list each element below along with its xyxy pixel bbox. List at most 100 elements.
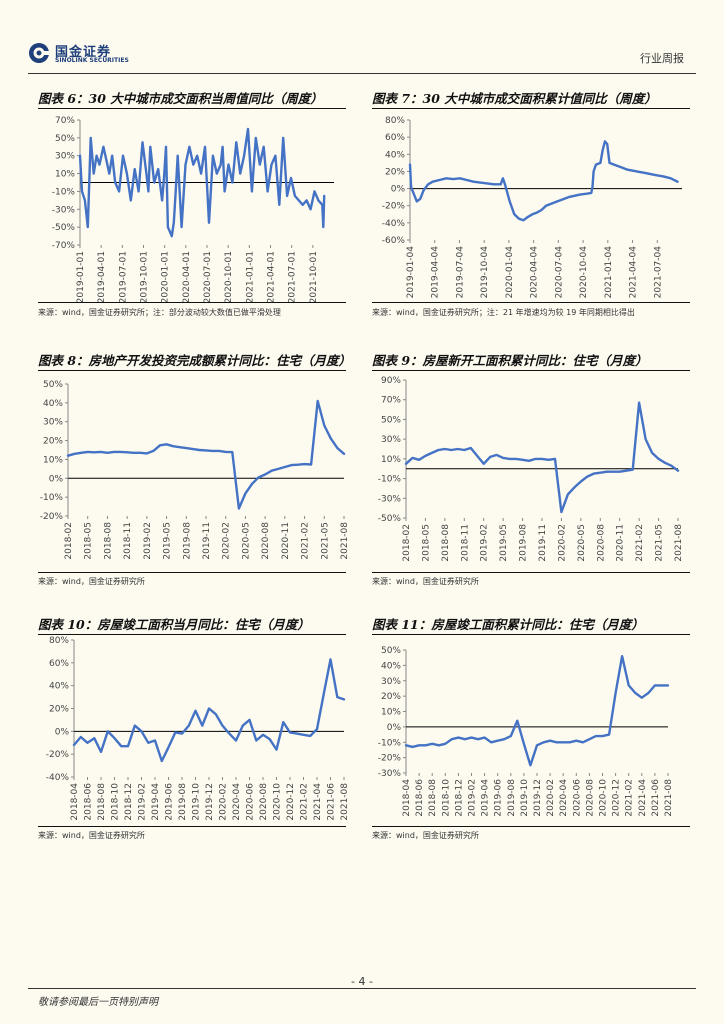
- chart-source: 来源：wind，国金证券研究所: [38, 577, 145, 586]
- y-tick-label: 10%: [381, 455, 401, 465]
- x-tick-label: 2020-04-04: [530, 246, 540, 299]
- x-tick-label: 2020-04: [232, 783, 242, 821]
- x-tick-label: 2020-11: [281, 522, 291, 560]
- series-line: [66, 399, 346, 510]
- x-tick-label: 2018-06: [415, 779, 425, 817]
- x-tick-label: 2019-10: [520, 779, 530, 817]
- brand-logo: 国金证券 SINOLINK SECURITIES: [28, 40, 138, 70]
- x-tick-label: 2018-10: [441, 779, 451, 817]
- chart-panel-6: 图表 6：30 大中城市成交面积当周值同比（周度） -70% -50% -30% -1…: [38, 88, 346, 320]
- x-tick-label: 2018-04: [402, 779, 412, 817]
- chart-plot: -50% -30% -10% 10% 30% 50% 70% 90% 2018-02 2018-0…: [378, 376, 684, 562]
- x-tick-label: 2019-08: [519, 524, 529, 562]
- x-tick-label: 2018-05: [84, 522, 94, 560]
- source-rule: [372, 826, 690, 827]
- x-tick-label: 2021-06: [651, 779, 661, 817]
- chart-plot: -70% -50% -30% -10% 10% 30% 50% 70% 2019-01-01 20…: [52, 116, 334, 303]
- chart-plot: -40%-20%0%20%40%60%80%2018-04 2018-06 2018…: [46, 636, 350, 821]
- x-tick-label: 2021-08: [674, 524, 684, 562]
- x-tick-label: 2021-02: [301, 522, 311, 560]
- x-tick-label: 2018-12: [124, 783, 134, 821]
- x-tick-label: 2019-11: [538, 524, 548, 562]
- x-tick-label: 2021-04: [313, 783, 323, 821]
- source-rule: [38, 826, 346, 827]
- x-tick-label: 2018-08: [428, 779, 438, 817]
- y-tick-label: 60%: [385, 133, 405, 143]
- x-tick-label: 2018-08: [103, 522, 113, 560]
- x-tick-label: 2020-08: [259, 783, 269, 821]
- x-tick-label: 2019-04: [481, 779, 491, 817]
- y-tick-label: -10%: [40, 493, 64, 503]
- x-tick-label: 2018-06: [84, 783, 94, 821]
- x-tick-label: 2021-01-04: [604, 246, 614, 299]
- x-tick-label: 2019-06: [494, 779, 504, 817]
- y-tick-label: -40%: [382, 219, 406, 229]
- series-line: [404, 401, 680, 514]
- x-tick-label: 2019-08: [178, 783, 188, 821]
- y-tick-label: 80%: [49, 636, 69, 646]
- x-tick-label: 2019-06: [165, 783, 175, 821]
- y-tick-label: 70%: [55, 116, 75, 126]
- brand-name-en: SINOLINK SECURITIES: [55, 57, 129, 64]
- x-tick-label: 2020-02: [546, 779, 556, 817]
- x-tick-label: 2018-11: [123, 522, 133, 560]
- y-tick-label: 0%: [55, 727, 70, 737]
- x-tick-label: 2021-07-01: [288, 251, 298, 303]
- page-header: 国金证券 SINOLINK SECURITIES 行业周报: [0, 0, 724, 78]
- chart-panel-11: 图表 11：房屋竣工面积累计同比：住宅（月度） -30% -20% -10% 0% 10…: [372, 614, 690, 846]
- footer-divider: [28, 988, 696, 989]
- x-tick-label: 2021-01-01: [245, 251, 255, 303]
- header-divider: [28, 73, 696, 74]
- y-tick-label: -20%: [40, 512, 64, 522]
- x-tick-label: 2021-08: [340, 783, 350, 821]
- chart-source: 来源：wind，国金证券研究所；注：部分波动较大数值已做平滑处理: [38, 308, 281, 317]
- chart-plot: -60% -40% -20% 0% 20% 40% 60% 80% 2019-01-04 2019…: [382, 116, 682, 299]
- y-tick-label: -10%: [52, 187, 76, 197]
- chart-title: 图表 7：30 大中城市成交面积累计值同比（周度）: [372, 91, 657, 106]
- y-tick-label: -30%: [52, 205, 76, 215]
- y-tick-label: -50%: [52, 223, 76, 233]
- x-tick-label: 2020-06: [246, 783, 256, 821]
- y-tick-label: -10%: [378, 475, 402, 485]
- x-tick-label: 2021-04-01: [267, 251, 277, 303]
- y-tick-label: 40%: [49, 682, 69, 692]
- y-tick-label: -30%: [378, 769, 402, 779]
- x-tick-label: 2021-06: [327, 783, 337, 821]
- series-line: [404, 655, 670, 767]
- x-tick-label: 2019-04: [151, 783, 161, 821]
- x-tick-label: 2021-02: [625, 779, 635, 817]
- x-tick-label: 2020-08: [596, 524, 606, 562]
- y-tick-label: 20%: [381, 692, 401, 702]
- x-tick-label: 2018-12: [454, 779, 464, 817]
- series-line: [78, 127, 326, 238]
- x-tick-label: 2019-07-04: [455, 246, 465, 299]
- y-tick-label: 50%: [381, 646, 401, 656]
- x-tick-label: 2021-02: [635, 524, 645, 562]
- x-tick-label: 2019-01-04: [406, 246, 416, 299]
- title-rule: [38, 370, 346, 371]
- x-tick-label: 2021-05: [320, 522, 330, 560]
- x-tick-label: 2020-02: [557, 524, 567, 562]
- y-tick-label: 50%: [381, 415, 401, 425]
- x-tick-label: 2021-05: [655, 524, 665, 562]
- x-tick-label: 2019-04-04: [431, 246, 441, 299]
- x-tick-label: 2020-10-04: [579, 246, 589, 299]
- x-tick-label: 2018-08: [441, 524, 451, 562]
- chart-title: 图表 9：房屋新开工面积累计同比：住宅（月度）: [372, 353, 648, 368]
- x-tick-label: 2021-10-01: [309, 251, 319, 303]
- y-tick-label: -30%: [378, 494, 402, 504]
- x-tick-label: 2020-12: [612, 779, 622, 817]
- chart-title: 图表 6：30 大中城市成交面积当周值同比（周度）: [38, 91, 323, 106]
- x-tick-label: 2020-08: [585, 779, 595, 817]
- chart-title: 图表 11：房屋竣工面积累计同比：住宅（月度）: [372, 617, 644, 632]
- y-tick-label: 40%: [385, 150, 405, 160]
- x-tick-label: 2018-02: [64, 522, 74, 560]
- y-tick-label: 10%: [381, 708, 401, 718]
- chart-source: 来源：wind，国金证券研究所；注：21 年增速均为较 19 年同期相比得出: [372, 308, 635, 317]
- y-tick-label: 30%: [381, 677, 401, 687]
- title-rule: [372, 108, 690, 109]
- x-tick-label: 2020-04-01: [182, 251, 192, 303]
- x-tick-label: 2020-05: [577, 524, 587, 562]
- x-tick-label: 2018-08: [97, 783, 107, 821]
- y-tick-label: -70%: [52, 241, 76, 251]
